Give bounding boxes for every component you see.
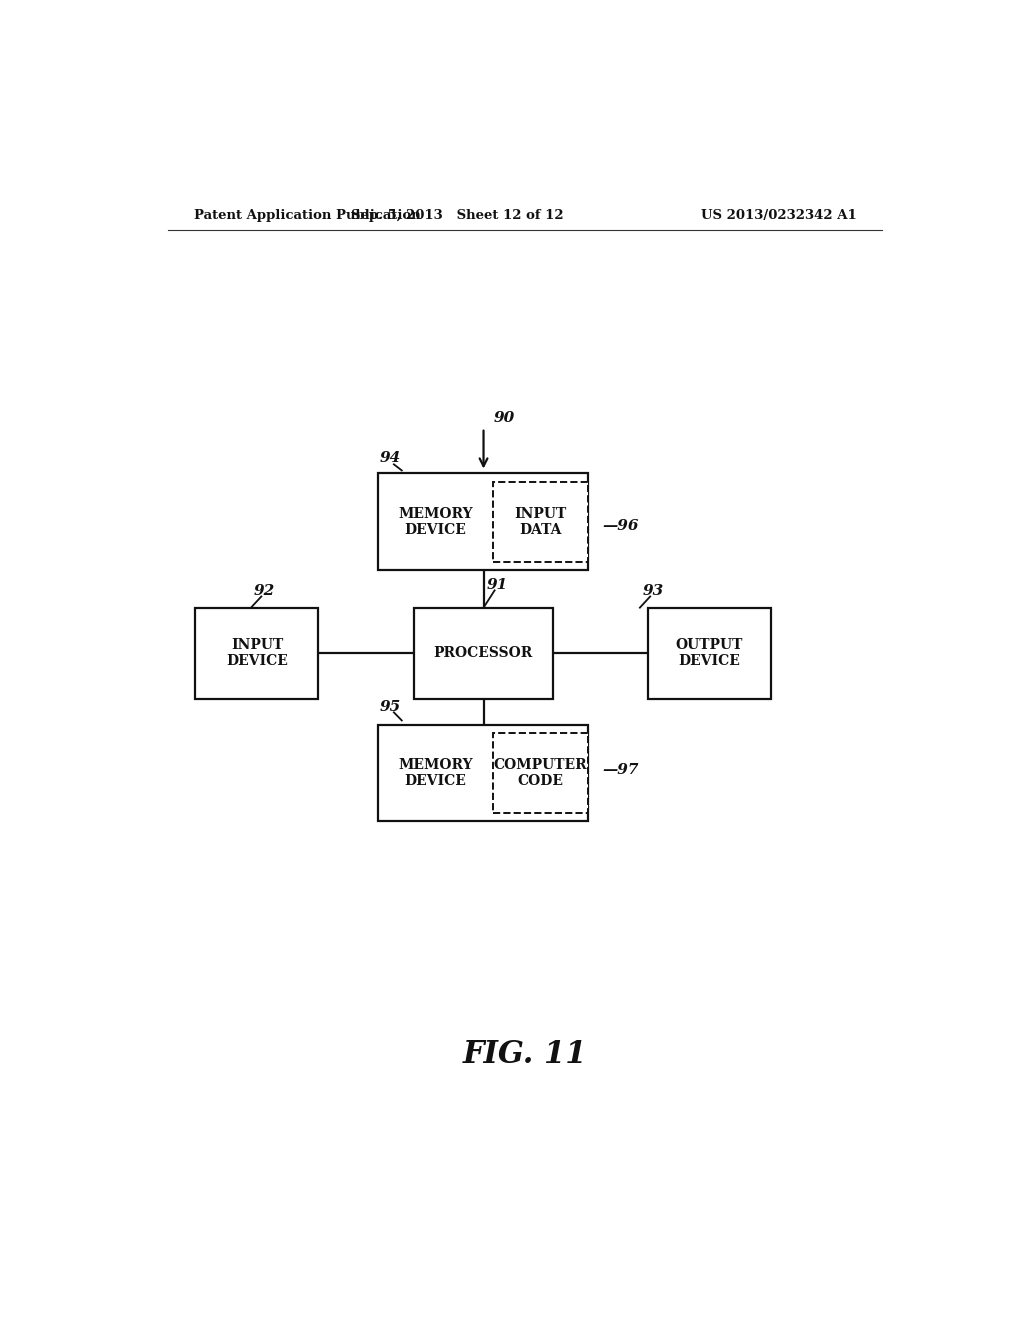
Text: 93: 93 (642, 585, 664, 598)
Bar (494, 482, 589, 562)
Bar (378, 725, 589, 821)
Text: MEMORY
DEVICE: MEMORY DEVICE (398, 758, 473, 788)
Text: OUTPUT
DEVICE: OUTPUT DEVICE (676, 639, 743, 668)
Text: INPUT
DEVICE: INPUT DEVICE (226, 639, 288, 668)
Text: 94: 94 (380, 451, 400, 465)
Bar (494, 733, 589, 813)
Text: 91: 91 (486, 578, 508, 593)
Text: Patent Application Publication: Patent Application Publication (194, 209, 421, 222)
Text: INPUT
DATA: INPUT DATA (514, 507, 567, 537)
Text: MEMORY
DEVICE: MEMORY DEVICE (398, 507, 473, 537)
Bar (414, 607, 553, 700)
Text: —97: —97 (602, 763, 639, 777)
Text: COMPUTER
CODE: COMPUTER CODE (494, 758, 588, 788)
Bar (196, 607, 318, 700)
Text: 92: 92 (253, 585, 274, 598)
Text: 90: 90 (494, 411, 515, 425)
Bar (378, 474, 589, 570)
Text: FIG. 11: FIG. 11 (463, 1039, 587, 1071)
Text: 95: 95 (380, 700, 400, 714)
Text: —96: —96 (602, 519, 639, 533)
Text: US 2013/0232342 A1: US 2013/0232342 A1 (700, 209, 857, 222)
Text: PROCESSOR: PROCESSOR (433, 647, 532, 660)
Text: Sep. 5, 2013   Sheet 12 of 12: Sep. 5, 2013 Sheet 12 of 12 (351, 209, 563, 222)
Bar (648, 607, 771, 700)
